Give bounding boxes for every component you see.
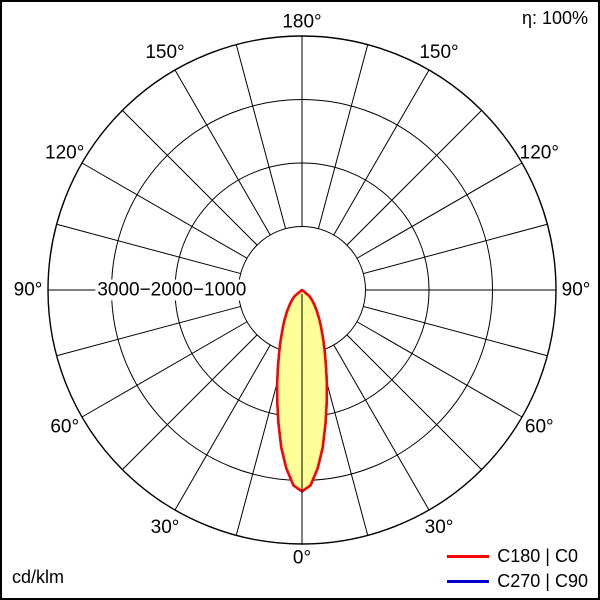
angle-label: 30° [425, 517, 454, 538]
angle-label: 120° [45, 143, 84, 164]
angle-label: 90° [562, 280, 591, 301]
legend-line-red-icon [447, 555, 490, 558]
legend-line-blue-icon [447, 580, 490, 583]
legend-item-c180-c0: C180 | C0 [447, 546, 578, 567]
angle-label: 90° [14, 280, 43, 301]
angle-label: 60° [50, 417, 79, 438]
unit-label: cd/klm [12, 567, 65, 587]
angle-label: 0° [293, 548, 311, 569]
angle-label: 120° [520, 143, 559, 164]
angle-label: 60° [525, 417, 554, 438]
angle-labels: 0° 30° 30° 60° 60° 90° 90° 120° 120° 150° 150° 180° [14, 12, 591, 569]
angle-label: 150° [145, 42, 184, 63]
legend-item-c270-c90: C270 | C90 [447, 571, 588, 592]
legend-label-c180-c0: C180 | C0 [497, 546, 578, 566]
legend: C180 | C0 C270 | C90 [447, 546, 588, 592]
angle-label: 30° [151, 517, 180, 538]
angle-label: 180° [282, 12, 321, 33]
angle-label: 150° [419, 42, 458, 63]
efficiency-label: η: 100% [521, 8, 588, 28]
legend-label-c270-c90: C270 | C90 [497, 571, 588, 591]
radial-axis-labels: 3000−2000−1000 [97, 280, 246, 301]
